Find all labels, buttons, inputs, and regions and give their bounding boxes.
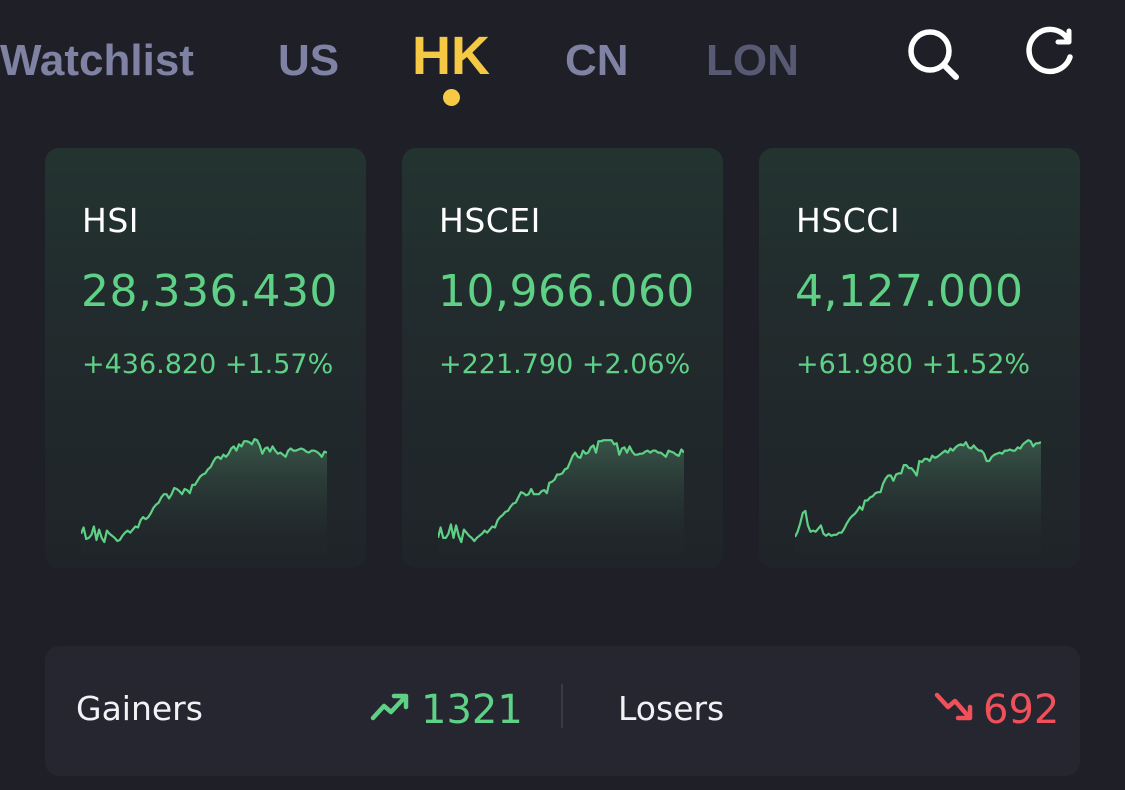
losers-count: 692 — [983, 687, 1060, 733]
tab-watchlist[interactable]: Watchlist — [0, 36, 194, 85]
sparkline-line — [795, 439, 1041, 538]
index-card-hsi[interactable]: HSI 28,336.430 +436.820 +1.57% — [45, 148, 366, 568]
index-price: 10,966.060 — [438, 266, 695, 317]
trend-up-icon — [370, 690, 410, 724]
index-name: HSCEI — [439, 201, 541, 240]
index-name: HSI — [82, 201, 139, 240]
sparkline-area — [438, 440, 684, 568]
index-change: +61.980 +1.52% — [796, 349, 1031, 380]
sparkline-area — [795, 440, 1041, 568]
active-tab-indicator — [443, 89, 460, 106]
tab-cn[interactable]: CN — [565, 36, 629, 85]
refresh-icon[interactable] — [1022, 25, 1080, 83]
gainers-label: Gainers — [76, 689, 203, 728]
gainers-count: 1321 — [421, 687, 523, 733]
index-card-hscci[interactable]: HSCCI 4,127.000 +61.980 +1.52% — [759, 148, 1080, 568]
breadth-divider — [561, 684, 563, 728]
sparkline-chart — [795, 439, 1041, 568]
index-change: +221.790 +2.06% — [439, 349, 691, 380]
index-price: 4,127.000 — [795, 266, 1024, 317]
index-price: 28,336.430 — [81, 266, 338, 317]
sparkline-chart — [438, 439, 684, 568]
sparkline-chart — [81, 438, 327, 568]
sparkline-line — [438, 439, 684, 544]
market-breadth-panel[interactable]: Gainers 1321 Losers 692 — [45, 646, 1080, 776]
index-name: HSCCI — [796, 201, 901, 240]
trend-down-icon — [934, 690, 974, 724]
tab-hk[interactable]: HK — [412, 26, 490, 86]
sparkline-line — [81, 438, 327, 544]
market-tab-bar: Watchlist US HK CN LON — [0, 0, 1125, 120]
sparkline-area — [81, 439, 327, 568]
losers-label: Losers — [618, 689, 725, 728]
index-card-hscei[interactable]: HSCEI 10,966.060 +221.790 +2.06% — [402, 148, 723, 568]
tab-us[interactable]: US — [278, 36, 340, 85]
index-change: +436.820 +1.57% — [82, 349, 334, 380]
search-icon[interactable] — [904, 25, 962, 83]
tab-lon[interactable]: LON — [706, 36, 799, 85]
